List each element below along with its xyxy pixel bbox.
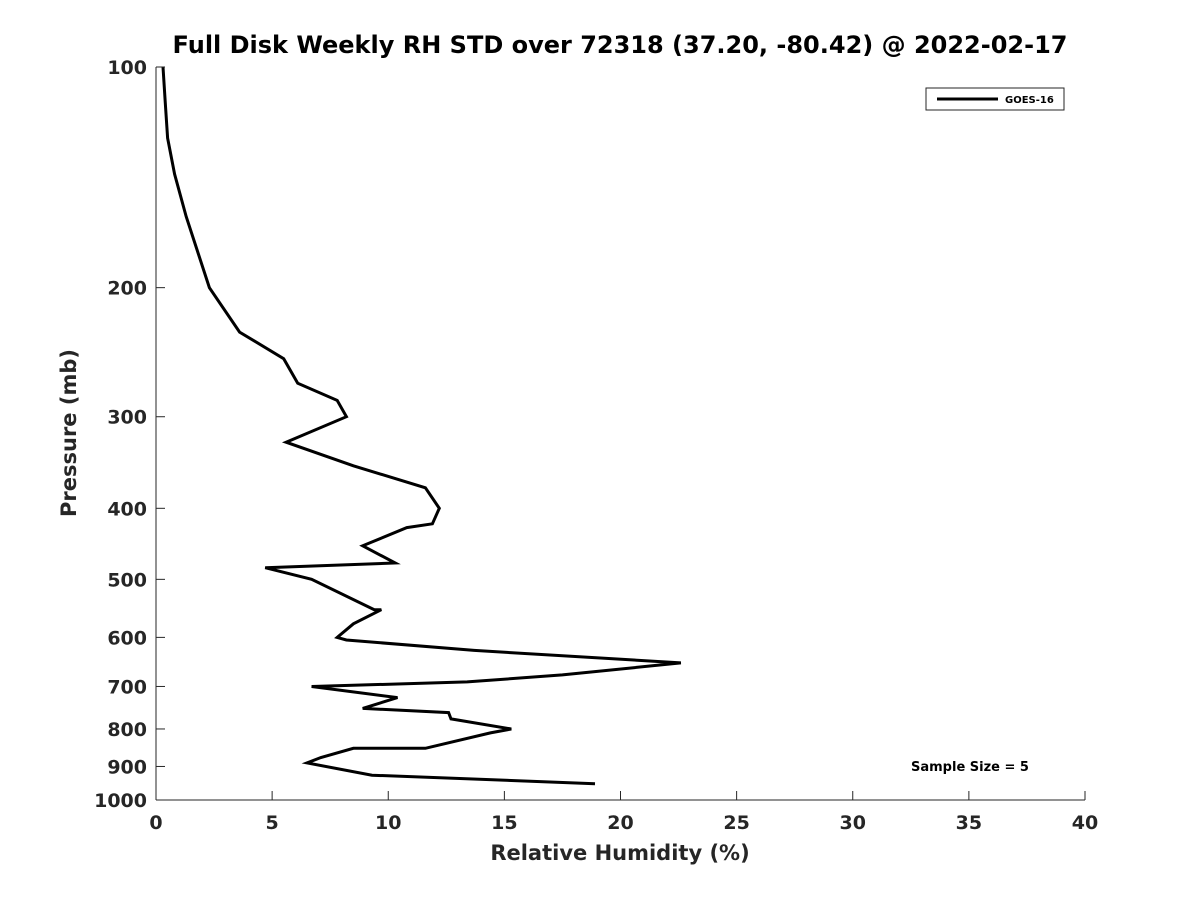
x-tick-label: 5 xyxy=(266,812,279,834)
y-tick-label: 100 xyxy=(107,57,147,79)
sample-size-annotation: Sample Size = 5 xyxy=(911,760,1029,775)
y-tick-label: 500 xyxy=(107,569,147,591)
x-tick-label: 10 xyxy=(375,812,401,834)
x-tick-label: 0 xyxy=(149,812,162,834)
y-tick-label: 900 xyxy=(107,756,147,778)
y-axis-label: Pressure (mb) xyxy=(57,349,81,517)
y-tick-label: 200 xyxy=(107,278,147,300)
plot-lines xyxy=(161,66,682,786)
x-tick-label: 15 xyxy=(491,812,517,834)
x-axis-ticks: 0 5 10 15 20 25 30 35 40 xyxy=(149,791,1098,834)
legend-entry-label: GOES-16 xyxy=(1005,95,1054,106)
chart-title: Full Disk Weekly RH STD over 72318 (37.2… xyxy=(173,31,1068,59)
y-tick-label: 700 xyxy=(107,676,147,698)
plot-background xyxy=(156,67,1085,800)
y-tick-label: 300 xyxy=(107,407,147,429)
x-tick-label: 20 xyxy=(607,812,633,834)
x-tick-label: 35 xyxy=(956,812,982,834)
y-tick-label: 800 xyxy=(107,719,147,741)
y-axis-ticks: 100 200 300 400 500 600 700 800 900 1000 xyxy=(94,57,165,812)
x-axis-label: Relative Humidity (%) xyxy=(490,841,749,865)
series-line-0 xyxy=(161,66,682,786)
x-tick-label: 40 xyxy=(1072,812,1098,834)
legend: GOES-16 xyxy=(925,87,1065,111)
x-tick-label: 25 xyxy=(723,812,749,834)
y-tick-label: 600 xyxy=(107,627,147,649)
y-tick-label: 1000 xyxy=(94,790,147,812)
y-tick-label: 400 xyxy=(107,498,147,520)
x-tick-label: 30 xyxy=(840,812,866,834)
